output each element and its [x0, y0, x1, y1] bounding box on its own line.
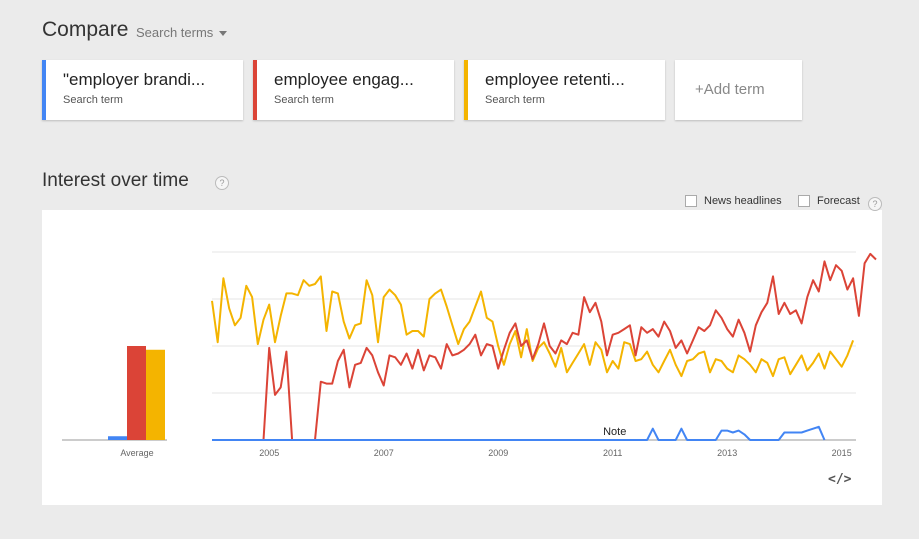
x-tick-label: 2007 — [374, 448, 394, 458]
series-line — [211, 275, 855, 378]
average-bar — [146, 349, 165, 440]
section-title: Interest over time — [42, 170, 189, 191]
forecast-option[interactable]: Forecast — [798, 195, 860, 207]
search-terms-label: Search terms — [136, 25, 214, 40]
chart-lines: Note — [211, 252, 877, 441]
term-sublabel: Search term — [485, 94, 545, 106]
forecast-help-icon[interactable]: ? — [868, 197, 882, 211]
note-annotation: Note — [603, 426, 626, 438]
term-card-employer-branding[interactable]: "employer brandi... Search term — [42, 60, 243, 120]
chart-grid — [62, 251, 856, 441]
help-icon[interactable]: ? — [215, 176, 229, 190]
term-label: employee engag... — [274, 70, 414, 89]
news-headlines-label: News headlines — [704, 195, 782, 207]
average-bar — [108, 436, 127, 440]
term-sublabel: Search term — [63, 94, 123, 106]
term-label: employee retenti... — [485, 70, 625, 89]
term-sublabel: Search term — [274, 94, 334, 106]
caret-down-icon — [219, 31, 228, 37]
chart-panel: News headlines Forecast ? Average Note 2… — [42, 195, 882, 505]
forecast-label: Forecast — [817, 195, 860, 207]
x-axis-ticks: 2005 2007 2009 2011 2013 2015 — [259, 448, 851, 458]
x-tick-label: 2011 — [603, 448, 622, 458]
average-label: Average — [120, 448, 153, 458]
series-line — [212, 425, 826, 441]
add-term-button[interactable]: +Add term — [675, 60, 802, 120]
news-headlines-option[interactable]: News headlines — [685, 195, 782, 207]
average-bars: Average — [108, 346, 165, 458]
series-line — [212, 252, 877, 441]
page-title: Compare — [42, 18, 129, 41]
embed-code-icon[interactable]: </> — [828, 472, 852, 487]
news-headlines-checkbox[interactable] — [685, 195, 697, 207]
forecast-checkbox[interactable] — [798, 195, 810, 207]
interest-chart: Average Note 2005 2007 2009 2011 2013 2015 — [62, 251, 877, 458]
x-tick-label: 2005 — [259, 448, 279, 458]
x-tick-label: 2013 — [717, 448, 737, 458]
x-tick-label: 2009 — [488, 448, 508, 458]
x-tick-label: 2015 — [832, 448, 852, 458]
term-card-employee-retention[interactable]: employee retenti... Search term — [464, 60, 665, 120]
average-bar — [127, 346, 146, 440]
term-label: "employer brandi... — [63, 70, 206, 89]
search-terms-dropdown[interactable]: Search terms — [136, 25, 228, 40]
term-card-employee-engagement[interactable]: employee engag... Search term — [253, 60, 454, 120]
add-term-label: +Add term — [695, 81, 765, 98]
